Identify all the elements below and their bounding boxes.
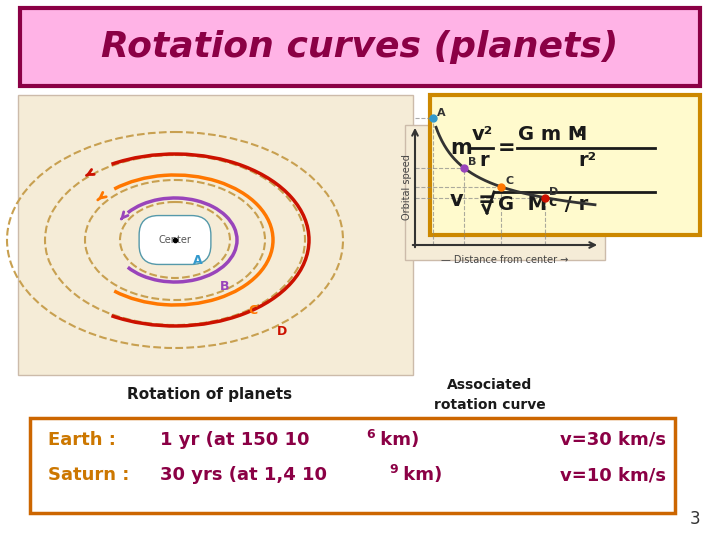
Text: Rotation curves (planets): Rotation curves (planets) (102, 30, 618, 64)
FancyBboxPatch shape (405, 125, 605, 260)
Text: Orbital speed: Orbital speed (402, 154, 412, 220)
Text: D: D (277, 325, 287, 338)
Text: km): km) (397, 466, 442, 484)
Text: v=30 km/s: v=30 km/s (560, 431, 666, 449)
Text: c: c (576, 125, 584, 139)
Text: / r: / r (558, 195, 588, 214)
Text: 30 yrs (at 1,4 10: 30 yrs (at 1,4 10 (160, 466, 327, 484)
Text: B: B (467, 157, 476, 166)
Text: A: A (193, 254, 202, 267)
Text: Rotation of planets: Rotation of planets (127, 388, 292, 402)
Text: A: A (437, 107, 446, 118)
Text: C: C (248, 304, 257, 317)
Text: v=10 km/s: v=10 km/s (560, 466, 666, 484)
Text: D: D (549, 186, 558, 197)
Text: m: m (450, 138, 472, 158)
Text: c: c (548, 195, 557, 209)
FancyBboxPatch shape (18, 95, 413, 375)
Text: v²: v² (472, 125, 493, 145)
Text: C: C (505, 176, 513, 186)
Text: — Distance from center →: — Distance from center → (441, 255, 569, 265)
Text: Earth :: Earth : (48, 431, 116, 449)
Text: 6: 6 (366, 428, 374, 441)
Text: G m M: G m M (518, 125, 588, 145)
Text: Saturn :: Saturn : (48, 466, 130, 484)
Text: r: r (479, 151, 489, 170)
FancyBboxPatch shape (30, 418, 675, 513)
Text: v  =: v = (450, 190, 496, 210)
Text: r²: r² (578, 151, 596, 170)
Text: 9: 9 (389, 463, 397, 476)
FancyBboxPatch shape (430, 95, 700, 235)
FancyBboxPatch shape (20, 8, 700, 86)
Text: G  M: G M (498, 195, 547, 214)
Text: =: = (498, 138, 516, 158)
Text: Associated
rotation curve: Associated rotation curve (434, 378, 546, 411)
Text: 3: 3 (689, 510, 700, 528)
Text: Center: Center (158, 235, 192, 245)
Text: B: B (220, 280, 230, 293)
Text: 1 yr (at 150 10: 1 yr (at 150 10 (160, 431, 310, 449)
Text: km): km) (374, 431, 419, 449)
